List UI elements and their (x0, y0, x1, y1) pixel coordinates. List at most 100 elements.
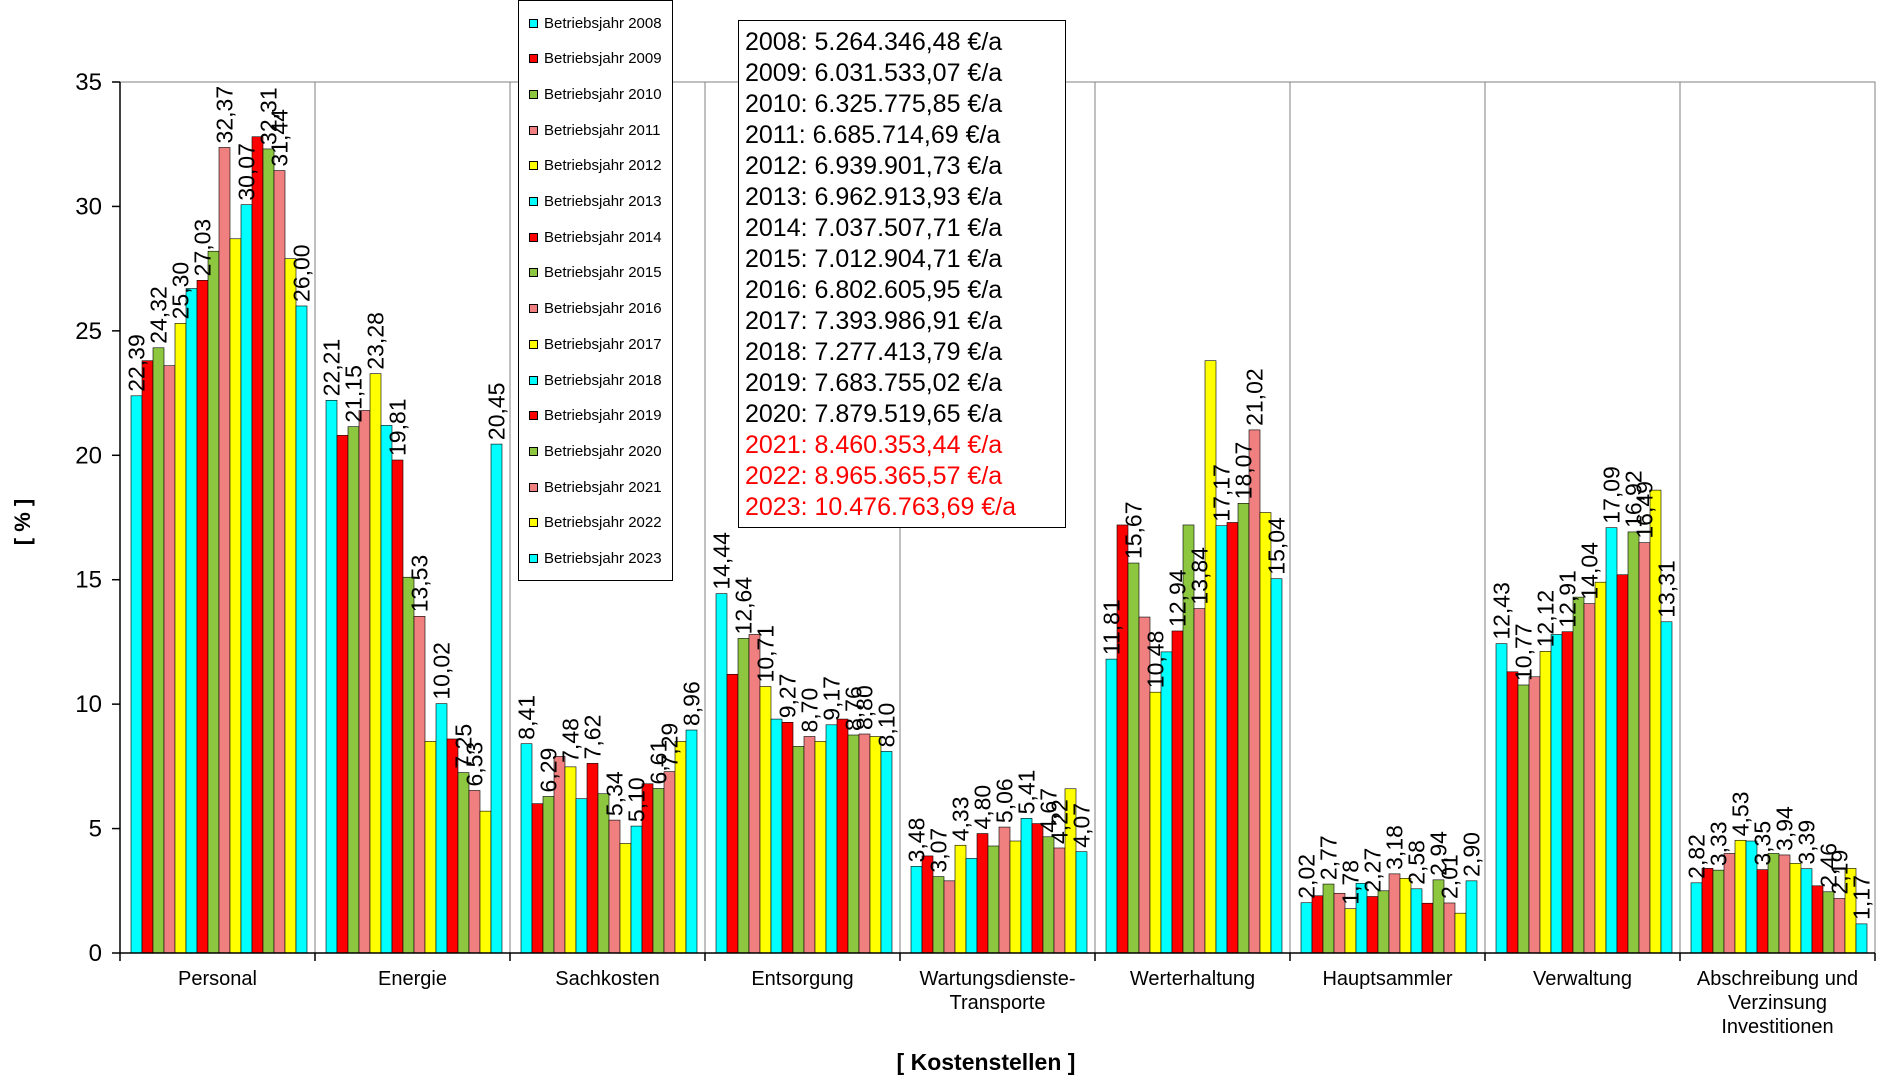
data-label: 13,84 (1187, 547, 1213, 605)
bar (1594, 581, 1607, 954)
bar (336, 435, 349, 954)
bar (1811, 885, 1824, 954)
data-label: 8,76 (841, 686, 867, 731)
bar (130, 395, 143, 954)
bar (1410, 888, 1423, 954)
bar (141, 360, 154, 954)
bar (240, 204, 253, 954)
cost-line: 2010: 6.325.775,85 €/a (745, 90, 1003, 118)
bar (1583, 603, 1596, 954)
data-label: 8,96 (679, 681, 705, 726)
data-label: 20,45 (484, 383, 510, 441)
data-label: 8,10 (874, 703, 900, 748)
data-label: 4,33 (948, 796, 974, 841)
data-label: 12,43 (1489, 582, 1515, 640)
bar (1248, 429, 1261, 954)
data-label: 23,28 (363, 312, 389, 370)
legend-swatch (529, 518, 538, 528)
bar (1767, 853, 1780, 954)
data-label: 5,34 (602, 771, 628, 816)
bar (976, 833, 989, 954)
x-tick-label-line: Hauptsammler (1322, 968, 1452, 990)
cost-line: 2021: 8.460.353,44 €/a (745, 431, 1003, 459)
cost-line: 2015: 7.012.904,71 €/a (745, 245, 1003, 273)
axes-layer: 0 5 10 15 20 25 30 35 Personal Energie Sachkosten E… (75, 69, 1876, 1038)
legend-swatch (529, 411, 538, 421)
y-tick-label: 0 (89, 940, 102, 967)
bar (1053, 847, 1066, 954)
data-label: 6,53 (462, 742, 488, 787)
legend-swatch (529, 232, 538, 242)
legend-item: Betriebsjahr 2016 (529, 300, 662, 317)
legend-label: Betriebsjahr 2009 (544, 50, 662, 68)
x-tick-label: Wartungsdienste-Transporte (920, 968, 1076, 1014)
data-label: 7,62 (580, 715, 606, 760)
bar (1561, 631, 1574, 954)
y-tick-label: 20 (75, 442, 102, 469)
legend-swatch (529, 89, 538, 99)
y-tick-label: 15 (75, 567, 102, 594)
bar (1690, 882, 1703, 954)
legend-swatch (529, 304, 538, 314)
bar (1300, 902, 1313, 954)
legend-swatch (529, 268, 538, 278)
bar (1020, 818, 1033, 954)
data-label: 2,02 (1294, 854, 1320, 899)
bar (630, 825, 643, 954)
bar (380, 425, 393, 954)
data-label: 25,30 (168, 262, 194, 320)
data-label: 9,17 (819, 676, 845, 721)
data-label: 8,70 (797, 688, 823, 733)
bar (998, 826, 1011, 954)
data-label: 2,58 (1404, 840, 1430, 885)
data-label: 2,82 (1684, 834, 1710, 879)
bar (1031, 823, 1044, 954)
legend-label: Betriebsjahr 2022 (544, 514, 662, 532)
data-label: 17,09 (1599, 466, 1625, 524)
legend-swatch (529, 18, 538, 28)
cost-line: 2012: 6.939.901,73 €/a (745, 152, 1003, 180)
chart-legend: Betriebsjahr 2008 Betriebsjahr 2009 Betrie… (518, 0, 673, 581)
bar (1009, 840, 1022, 954)
data-label: 31,44 (267, 109, 293, 167)
bar (1366, 896, 1379, 954)
legend-label: Betriebsjahr 2021 (544, 478, 662, 496)
data-label: 15,67 (1121, 501, 1147, 559)
x-tick-label-line: Verwaltung (1533, 968, 1632, 990)
legend-item: Betriebsjahr 2008 (529, 15, 662, 32)
bar (1572, 596, 1585, 954)
bar (1388, 873, 1401, 954)
data-label: 3,33 (1706, 821, 1732, 866)
bar (1465, 880, 1478, 954)
data-label: 22,39 (124, 334, 150, 392)
legend-item: Betriebsjahr 2021 (529, 478, 662, 496)
bar (1822, 891, 1835, 954)
bar (1322, 883, 1335, 954)
legend-item: Betriebsjahr 2014 (529, 229, 662, 246)
data-label: 3,48 (904, 818, 930, 863)
bar (1105, 658, 1118, 954)
data-label: 15,04 (1264, 517, 1290, 575)
bar (1399, 878, 1412, 954)
y-tick-label: 25 (75, 318, 102, 345)
data-label: 13,53 (407, 555, 433, 613)
bar (1528, 676, 1541, 954)
x-tick-label: Verwaltung (1533, 968, 1632, 990)
bar (619, 843, 632, 954)
legend-swatch (529, 54, 538, 64)
bar (836, 718, 849, 954)
bar (1311, 895, 1324, 954)
data-label: 12,94 (1165, 569, 1191, 627)
annual-cost-box: 2008: 5.264.346,48 €/a 2009: 6.031.533,07… (738, 20, 1066, 528)
legend-item: Betriebsjahr 2009 (529, 50, 662, 68)
legend-item: Betriebsjahr 2020 (529, 443, 662, 460)
bar (391, 459, 404, 954)
data-label: 3,35 (1750, 821, 1776, 866)
data-label: 18,07 (1231, 442, 1257, 500)
legend-item: Betriebsjahr 2015 (529, 264, 662, 281)
bar (1855, 923, 1868, 954)
x-tick-label: Abschreibung und Verzinsung Investitionen (1697, 968, 1858, 1038)
data-label: 12,91 (1555, 570, 1581, 628)
bar (608, 819, 621, 954)
